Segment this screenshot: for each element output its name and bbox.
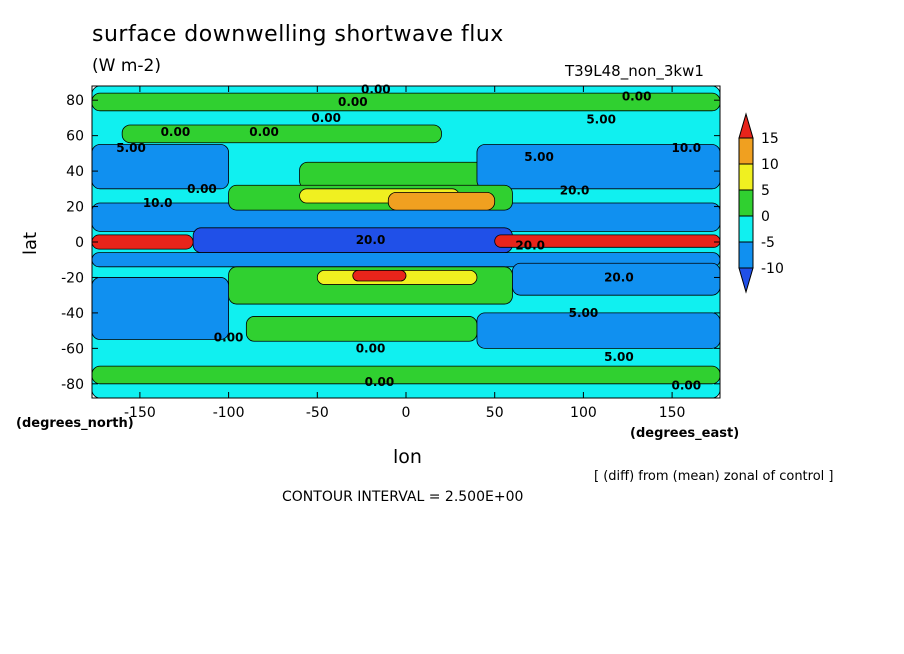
- colorbar-label: 0: [761, 209, 770, 225]
- contour-label: 0.00: [311, 111, 341, 125]
- contour-label: 5.00: [569, 306, 599, 320]
- colorbar-label: -10: [761, 261, 784, 277]
- x-tick-label: 50: [486, 405, 504, 421]
- contour-region: [91, 277, 229, 340]
- units-label: (W m-2): [92, 56, 161, 76]
- colorbar-segment: [738, 241, 754, 269]
- colorbar-segment: [738, 215, 754, 243]
- contour-region: [245, 316, 478, 342]
- run-id-label: T39L48_non_3kw1: [565, 62, 704, 80]
- y-tick-label: -20: [61, 270, 84, 286]
- colorbar-segment: [738, 137, 754, 165]
- contour-region: [387, 191, 496, 211]
- contour-label-layer: 0.00 0.00 0.00 0.00 0.00 5.00 5.00 10.0 0.00 5.00…: [116, 83, 701, 393]
- contour-label: 5.00: [524, 150, 554, 164]
- contour-label: 0.00: [338, 95, 368, 109]
- colorbar-label: 10: [761, 157, 779, 173]
- colorbar-label: -5: [761, 235, 775, 251]
- y-tick-label: 40: [66, 164, 84, 180]
- x-tick-label: 100: [570, 405, 597, 421]
- x-tick-label: 150: [659, 405, 686, 421]
- colorbar-label: 5: [761, 183, 770, 199]
- y-tick-label: 0: [75, 235, 84, 251]
- contour-label: 20.0: [356, 233, 386, 247]
- y-tick-label: 60: [66, 129, 84, 145]
- chart-title: surface downwelling shortwave flux: [92, 22, 504, 47]
- y-tick-label: -80: [61, 377, 84, 393]
- colorbar-segment: [738, 189, 754, 217]
- y-axis-label: lat: [20, 231, 41, 255]
- x-tick-label: -150: [124, 405, 156, 421]
- contour-label: 0.00: [214, 331, 244, 345]
- y-axis: 80 60 40 20 0 -20 -40 -60 -80: [61, 93, 720, 393]
- contour-label: 10.0: [143, 196, 173, 210]
- diff-note: [ (diff) from (mean) zonal of control ]: [594, 469, 834, 484]
- x-axis-label: lon: [393, 446, 422, 468]
- contour-label: 20.0: [560, 184, 590, 198]
- y-unit-label: (degrees_north): [16, 416, 134, 431]
- contour-label: 0.00: [187, 182, 217, 196]
- x-tick-label: 0: [402, 405, 411, 421]
- contour-label: 20.0: [515, 239, 545, 253]
- x-axis: -150 -100 -50 0 50 100 150: [124, 86, 685, 421]
- x-tick-label: -50: [306, 405, 329, 421]
- contour-label: 0.00: [622, 90, 652, 104]
- contour-fill-layer: [91, 85, 721, 399]
- x-tick-label: -100: [213, 405, 245, 421]
- contour-region: [476, 312, 721, 349]
- contour-label: 5.00: [586, 113, 616, 127]
- y-tick-label: -40: [61, 306, 84, 322]
- y-tick-label: 20: [66, 200, 84, 216]
- contour-label: 20.0: [604, 270, 634, 284]
- contour-label: 0.00: [161, 125, 191, 139]
- colorbar-segment: [738, 267, 754, 294]
- colorbar: 15 10 5 0 -5 -10: [738, 112, 784, 294]
- contour-label: 5.00: [116, 141, 146, 155]
- colorbar-segment: [738, 112, 754, 139]
- contour-region: [352, 269, 407, 282]
- contour-region: [121, 124, 442, 144]
- colorbar-segment: [738, 163, 754, 191]
- contour-label: 0.00: [249, 125, 279, 139]
- contour-label: 0.00: [356, 341, 386, 355]
- contour-label: 10.0: [671, 141, 701, 155]
- colorbar-label: 15: [761, 131, 779, 147]
- contour-interval-label: CONTOUR INTERVAL = 2.500E+00: [282, 489, 524, 505]
- contour-region: [91, 234, 194, 250]
- contour-region: [192, 227, 513, 254]
- y-tick-label: -60: [61, 341, 84, 357]
- contour-label: 0.00: [365, 375, 395, 389]
- y-tick-label: 80: [66, 93, 84, 109]
- contour-region: [91, 365, 721, 385]
- contour-label: 0.00: [671, 379, 701, 393]
- x-unit-label: (degrees_east): [630, 426, 740, 441]
- contour-label: 5.00: [604, 350, 634, 364]
